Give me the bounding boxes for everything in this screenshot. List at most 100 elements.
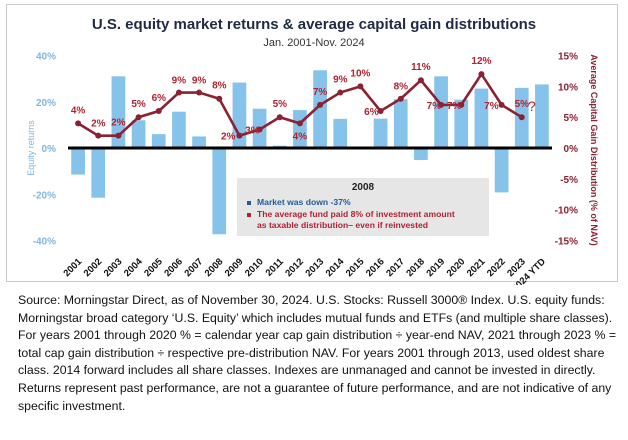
y-right-tick-label: -5%	[560, 175, 578, 186]
x-tick-label: 2005	[142, 256, 165, 279]
line-point-2002	[95, 132, 102, 139]
bar-2013	[313, 70, 327, 148]
legend-box: 2008 Market was down -37% The average fu…	[237, 178, 489, 236]
x-tick-label: 2015	[344, 256, 367, 279]
x-tick-label: 2002	[82, 256, 105, 279]
y-left-tick-label: -40%	[33, 237, 56, 248]
x-tick-label: 2003	[102, 256, 125, 279]
line-point-2019	[438, 101, 445, 108]
line-point-2016	[377, 108, 384, 115]
line-point-2022	[498, 101, 505, 108]
line-point-2017	[397, 95, 404, 102]
line-point-2010	[256, 126, 263, 133]
x-tick-label: 2017	[384, 256, 407, 279]
data-label-2018: 11%	[411, 62, 431, 73]
x-tick-label: 2014	[324, 256, 347, 279]
chart-title: U.S. equity market returns & average cap…	[91, 16, 537, 33]
data-label-2019: 7%	[427, 101, 442, 112]
x-tick-label: 2019	[424, 256, 447, 279]
data-label-2024 YTD: ?	[528, 98, 536, 114]
x-tick-label: 2020	[445, 256, 468, 279]
x-tick-label: 2004	[122, 256, 145, 279]
data-label-2001: 4%	[71, 105, 86, 116]
legend-text-distribution: The average fund paid 8% of investment a…	[257, 209, 455, 219]
line-point-2003	[115, 132, 122, 139]
source-footnote: Source: Morningstar Direct, as of Novemb…	[18, 293, 617, 413]
bar-2002	[91, 148, 106, 198]
legend-marker-market	[247, 200, 251, 205]
x-tick-label: 2006	[162, 256, 185, 279]
legend-text-distribution-cont: as taxable distribution– even if reinves…	[257, 220, 428, 230]
legend-item-distribution: The average fund paid 8% of investment a…	[247, 209, 455, 220]
bar-2008	[212, 148, 227, 235]
x-tick-label: 2012	[283, 256, 306, 279]
line-point-2014	[337, 89, 344, 96]
x-tick-label: 2010	[243, 256, 266, 279]
y-left-tick-label: 0%	[42, 144, 57, 155]
y-right-tick-label: 10%	[558, 82, 578, 93]
line-point-2020	[458, 101, 465, 108]
chart-plot: 40% 20% 0% -20% -40% 15% 10% 5% 0% -5% -10% -15% Equ…	[26, 52, 599, 286]
legend-item-market: Market was down -37%	[247, 197, 351, 208]
x-tick-label: 2009	[223, 256, 246, 279]
y-right-tick-label: 15%	[558, 52, 578, 63]
data-label-2003: 2%	[111, 118, 126, 129]
line-point-2006	[175, 89, 182, 96]
data-label-2021: 12%	[471, 56, 491, 67]
line-point-2004	[135, 114, 142, 121]
data-label-2020: 7%	[447, 101, 462, 112]
data-label-2011: 5%	[273, 99, 288, 110]
bar-2017	[393, 99, 408, 148]
data-label-2010: 3%	[245, 126, 260, 137]
y-right-axis-title: Average Capital Gain Distribution (% of …	[589, 54, 599, 246]
line-point-2007	[196, 89, 203, 96]
line-point-2018	[417, 77, 424, 84]
x-tick-label: 2021	[465, 256, 488, 279]
x-tick-label: 2007	[182, 256, 205, 279]
x-tick-label: 2018	[404, 256, 427, 279]
x-tick-label: 2011	[264, 256, 287, 279]
line-point-2011	[276, 114, 283, 121]
y-right-tick-label: 0%	[564, 144, 579, 155]
data-label-2017: 8%	[394, 82, 409, 93]
line-point-2013	[317, 101, 324, 108]
bar-2018	[414, 148, 428, 161]
data-label-2002: 2%	[91, 119, 106, 130]
line-point-2015	[357, 83, 364, 90]
line-point-2001	[75, 120, 82, 127]
x-tick-label: 2016	[364, 256, 387, 279]
data-label-2015: 10%	[350, 68, 370, 79]
data-label-2007: 9%	[192, 76, 207, 87]
line-point-2009	[236, 132, 243, 139]
x-tick-label: 2013	[303, 256, 326, 279]
bar-2003	[111, 76, 126, 148]
data-label-2022: 7%	[484, 101, 499, 112]
bar-2016	[373, 118, 388, 148]
data-label-2016: 6%	[364, 107, 379, 118]
legend-title: 2008	[351, 182, 375, 193]
y-left-tick-label: -20%	[33, 190, 56, 201]
y-left-tick-label: 20%	[36, 98, 56, 109]
line-point-2012	[296, 120, 303, 127]
bar-2021	[474, 88, 489, 148]
bar-2020	[454, 99, 469, 148]
bar-2001	[71, 148, 85, 175]
legend-text-market: Market was down -37%	[257, 197, 351, 207]
bar-2024-ytd	[535, 84, 549, 148]
bar-2005	[151, 134, 166, 149]
y-right-tick-label: -10%	[555, 206, 578, 217]
bar-2007	[192, 136, 206, 148]
chart-subtitle: Jan. 2001-Nov. 2024	[263, 37, 365, 49]
bar-2004	[131, 120, 146, 148]
y-right-tick-label: -15%	[555, 236, 578, 247]
y-left-axis-title: Equity returns	[26, 120, 36, 176]
bar-2006	[172, 111, 186, 148]
line-point-2023	[518, 114, 525, 121]
data-label-2005: 6%	[152, 93, 167, 104]
y-right-tick-label: 5%	[564, 113, 579, 124]
data-label-2014: 9%	[333, 75, 348, 86]
data-label-2009: 2%	[221, 132, 236, 143]
bar-2019	[434, 76, 448, 148]
data-label-2012: 4%	[293, 131, 308, 142]
x-tick-label: 2008	[203, 256, 226, 279]
